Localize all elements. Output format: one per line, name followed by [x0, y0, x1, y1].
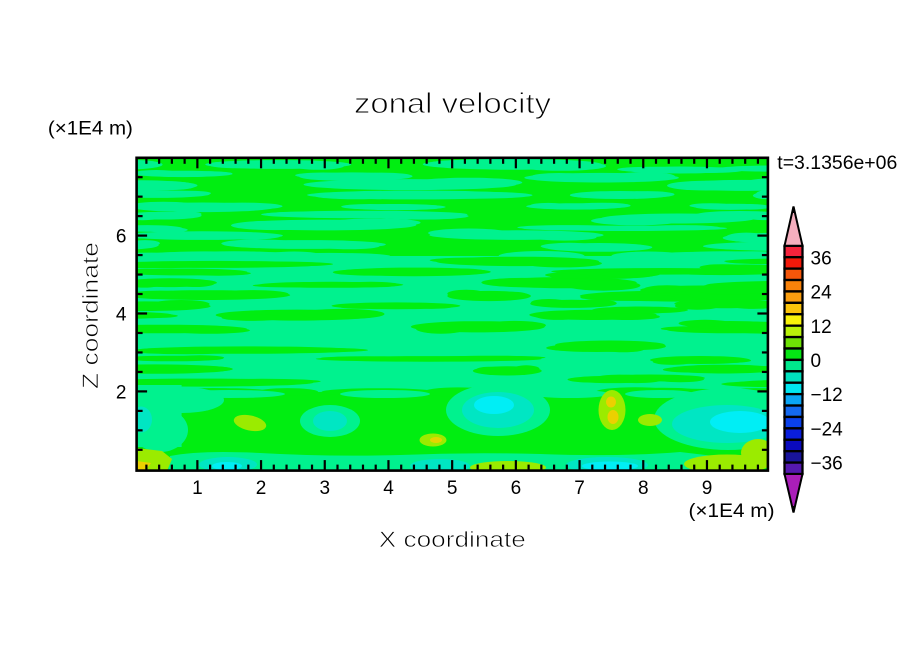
svg-text:t=3.1356e+06: t=3.1356e+06	[777, 153, 897, 174]
svg-text:zonal velocity: zonal velocity	[354, 88, 552, 120]
svg-text:−36: −36	[811, 454, 843, 475]
svg-text:Z coordinate: Z coordinate	[78, 242, 103, 389]
svg-text:24: 24	[811, 283, 833, 304]
svg-text:2: 2	[256, 478, 267, 499]
svg-text:1: 1	[192, 478, 203, 499]
svg-text:6: 6	[511, 478, 522, 499]
svg-text:6: 6	[116, 227, 127, 248]
svg-text:4: 4	[116, 304, 127, 325]
svg-text:(×1E4 m): (×1E4 m)	[689, 501, 775, 522]
svg-text:4: 4	[383, 478, 394, 499]
svg-text:2: 2	[116, 382, 127, 403]
svg-text:(×1E4 m): (×1E4 m)	[48, 118, 133, 139]
svg-text:5: 5	[447, 478, 458, 499]
svg-text:0: 0	[811, 351, 822, 372]
svg-text:−12: −12	[811, 385, 843, 406]
svg-text:36: 36	[811, 248, 832, 269]
svg-text:9: 9	[702, 478, 713, 499]
svg-text:−24: −24	[811, 419, 844, 440]
svg-text:X coordinate: X coordinate	[379, 527, 526, 552]
svg-text:3: 3	[320, 478, 331, 499]
svg-text:7: 7	[574, 478, 585, 499]
svg-text:8: 8	[638, 478, 649, 499]
svg-text:12: 12	[811, 317, 832, 338]
